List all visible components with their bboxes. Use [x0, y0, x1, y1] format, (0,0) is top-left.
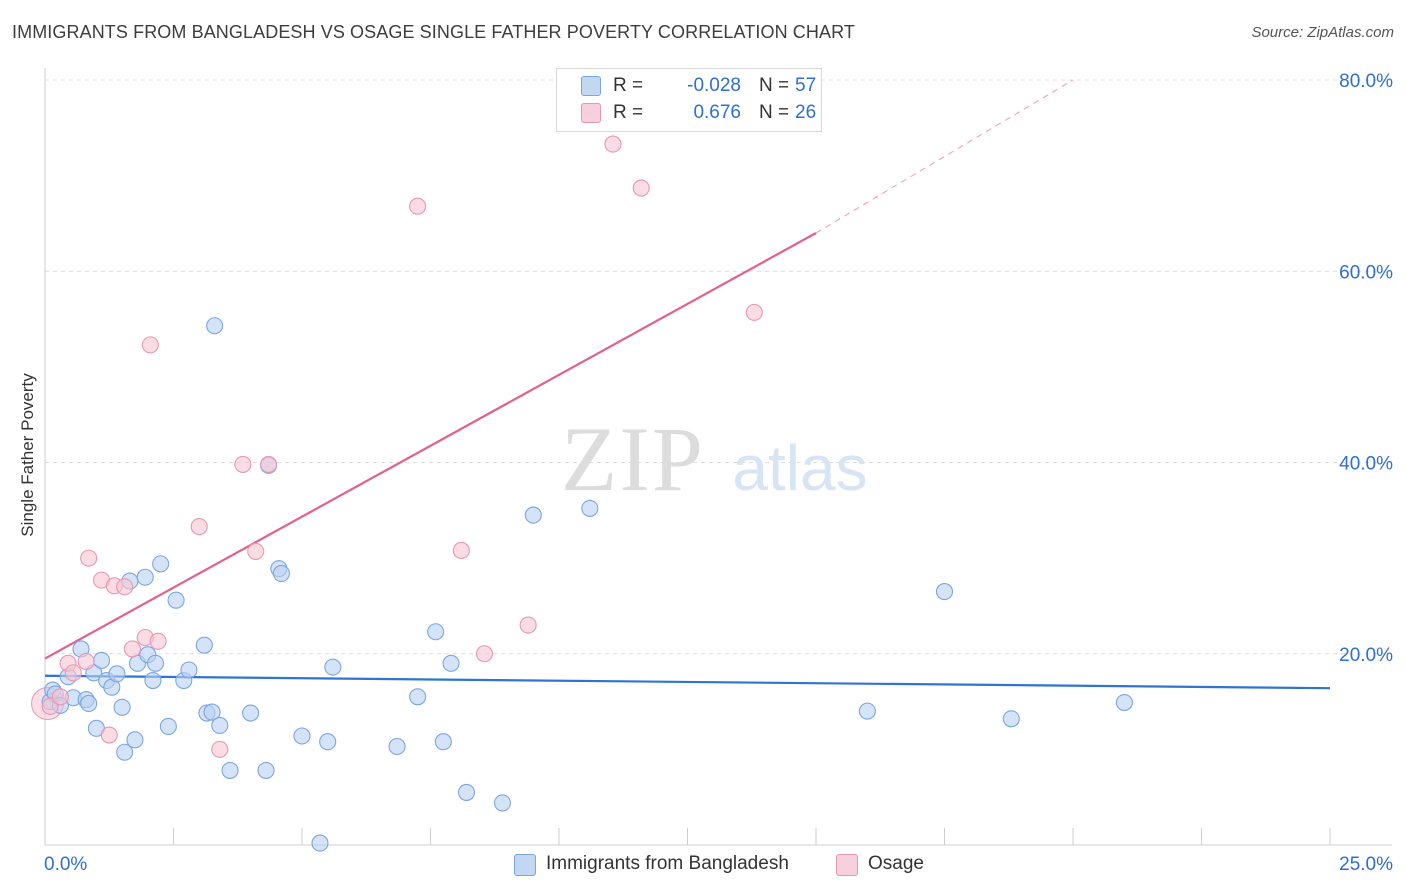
y-tick-label: 20.0%	[1339, 645, 1393, 666]
data-point-bangladesh	[524, 506, 542, 524]
source-label: Source: ZipAtlas.com	[1251, 24, 1394, 41]
data-point-bangladesh	[116, 743, 134, 761]
data-point-osage	[475, 645, 494, 663]
data-point-bangladesh	[159, 717, 177, 735]
r-value: 0.676	[693, 102, 741, 123]
data-point-bangladesh	[80, 694, 98, 713]
data-point-osage	[77, 652, 95, 670]
data-point-osage	[190, 518, 208, 536]
data-point-osage	[409, 197, 427, 215]
legend-swatch-blue	[514, 854, 536, 876]
data-point-bangladesh	[311, 834, 329, 852]
data-point-bangladesh	[146, 654, 165, 672]
series-legend: Immigrants from Bangladesh Osage	[0, 852, 1406, 878]
legend-swatch-pink	[581, 103, 601, 123]
x-tick-label: 25.0%	[1339, 854, 1393, 875]
data-point-osage	[452, 541, 470, 560]
data-point-bangladesh	[409, 688, 427, 706]
data-point-bangladesh	[293, 727, 311, 745]
tick-labels: 20.0% 40.0% 60.0% 80.0% 0.0% 25.0%	[44, 71, 1393, 875]
data-point-bangladesh	[457, 783, 476, 801]
data-point-bangladesh	[388, 737, 406, 756]
data-point-bangladesh	[434, 733, 452, 751]
trend-line-osage-extension	[815, 79, 1074, 234]
data-point-bangladesh	[167, 591, 185, 609]
chart-title: IMMIGRANTS FROM BANGLADESH VS OSAGE SING…	[12, 22, 855, 42]
r-label: R =	[613, 75, 644, 96]
n-value: 57	[795, 75, 817, 96]
data-point-osage	[123, 640, 141, 658]
data-point-osage	[116, 578, 134, 596]
y-axis-label: Single Father Poverty	[18, 373, 37, 537]
axes	[44, 68, 1392, 846]
data-points	[31, 135, 1133, 852]
data-point-bangladesh	[195, 636, 213, 654]
data-point-bangladesh	[493, 794, 512, 812]
legend-swatch-blue	[581, 76, 601, 96]
data-point-bangladesh	[324, 658, 342, 676]
data-point-osage	[100, 726, 118, 744]
data-point-bangladesh	[427, 623, 445, 641]
r-label: R =	[613, 102, 644, 123]
data-point-bangladesh	[242, 704, 260, 722]
watermark-atlas: atlas	[732, 432, 867, 504]
data-point-osage	[519, 616, 537, 634]
data-point-bangladesh	[108, 665, 126, 683]
data-point-bangladesh	[152, 555, 170, 573]
y-tick-label: 80.0%	[1339, 71, 1393, 92]
data-point-osage	[745, 303, 763, 321]
data-point-bangladesh	[858, 702, 876, 720]
data-point-bangladesh	[442, 654, 460, 672]
y-tick-label: 60.0%	[1339, 262, 1393, 283]
data-point-bangladesh	[92, 651, 111, 669]
data-point-bangladesh	[144, 671, 162, 690]
watermark-zip: ZIP	[561, 408, 705, 510]
data-point-bangladesh	[113, 698, 131, 716]
data-point-bangladesh	[203, 703, 221, 721]
data-point-bangladesh	[257, 761, 275, 779]
data-point-osage	[247, 542, 265, 560]
data-point-bangladesh	[1115, 693, 1133, 712]
data-point-bangladesh	[180, 661, 198, 679]
data-point-bangladesh	[272, 564, 290, 582]
data-point-osage	[632, 179, 650, 197]
trend-line-osage	[44, 232, 817, 660]
data-point-bangladesh	[126, 731, 144, 749]
y-tick-label: 40.0%	[1339, 454, 1393, 475]
data-point-osage	[604, 135, 622, 153]
data-point-bangladesh	[221, 761, 239, 779]
x-tick-label: 0.0%	[44, 854, 87, 875]
n-label: N =	[759, 75, 790, 96]
data-point-osage	[149, 632, 167, 650]
trend-lines	[44, 79, 1331, 690]
data-point-bangladesh	[136, 568, 154, 586]
data-point-osage	[211, 740, 229, 758]
trend-line-bangladesh	[44, 674, 1331, 690]
watermark: ZIP atlas	[561, 408, 868, 510]
legend-label: Osage	[868, 853, 924, 874]
legend-swatch-pink	[836, 854, 858, 876]
data-point-osage	[234, 455, 252, 473]
data-point-osage	[141, 336, 159, 354]
correlation-legend: R = -0.028 N = 57 R = 0.676 N = 26	[556, 68, 822, 132]
data-point-osage	[64, 664, 82, 682]
n-value: 26	[795, 102, 817, 123]
data-point-bangladesh	[211, 716, 229, 735]
r-value: -0.028	[687, 75, 741, 96]
data-point-osage	[80, 549, 98, 567]
data-point-bangladesh	[935, 583, 954, 601]
data-point-osage	[51, 688, 69, 706]
data-point-bangladesh	[319, 733, 337, 751]
data-point-bangladesh	[206, 317, 224, 335]
data-point-bangladesh	[1002, 710, 1020, 728]
grid	[45, 79, 1392, 655]
data-point-bangladesh	[581, 499, 599, 517]
data-point-osage	[260, 455, 278, 473]
legend-label: Immigrants from Bangladesh	[546, 853, 789, 874]
n-label: N =	[759, 102, 790, 123]
